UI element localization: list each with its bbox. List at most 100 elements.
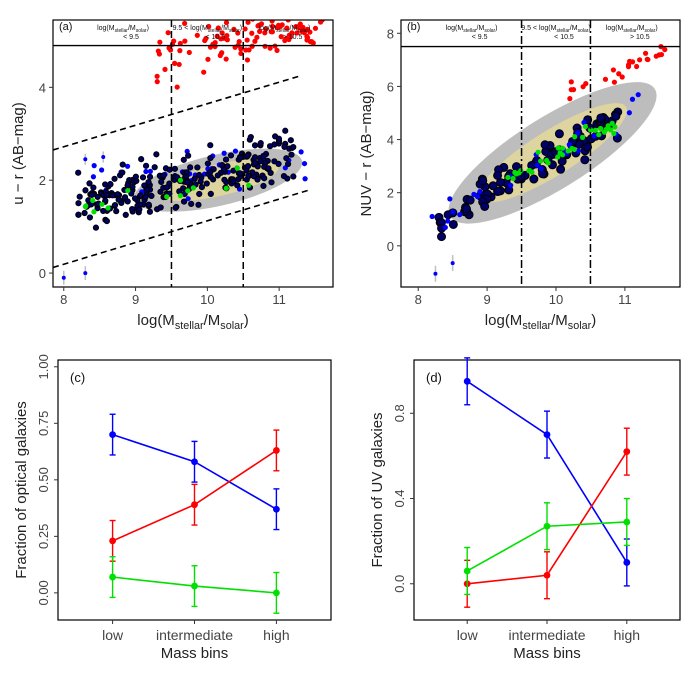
y-tick-label: 4	[39, 80, 46, 95]
point-navy	[204, 160, 211, 167]
point-red	[301, 30, 307, 36]
point-navy	[280, 172, 288, 180]
point-navy	[148, 192, 155, 200]
x-tick-label: 8	[415, 292, 422, 307]
point-green	[105, 205, 111, 211]
point-green	[587, 127, 594, 133]
point-green	[565, 148, 571, 154]
point-navy	[191, 175, 198, 182]
point-navy	[103, 218, 110, 225]
x-tick-label: 9	[483, 292, 490, 307]
point-navy	[172, 204, 179, 211]
x-axis-title: log(Mstellar/Msolar)	[137, 312, 248, 332]
y-tick-label: 2	[39, 173, 46, 188]
y-tick-label: 2	[387, 186, 394, 201]
point-red	[317, 20, 324, 25]
point-navy	[260, 153, 267, 160]
point-navy	[183, 169, 190, 176]
point-red	[177, 40, 183, 47]
point-navy	[146, 208, 154, 215]
point-navy	[287, 137, 294, 144]
point-navy	[158, 178, 165, 186]
bin-label-cond-2: > 10.5	[283, 34, 303, 41]
point-navy	[160, 172, 167, 179]
point-green	[177, 193, 184, 199]
point-green	[512, 169, 518, 176]
point-navy	[222, 156, 230, 163]
point-red	[616, 71, 622, 77]
point-red	[249, 30, 255, 36]
point-blue	[191, 458, 198, 466]
point-red	[162, 66, 168, 72]
point-blue	[477, 189, 483, 195]
y-tick-label: 0	[39, 266, 46, 281]
point-navy	[138, 156, 145, 163]
point-green	[109, 573, 116, 581]
x-axis-title: Mass bins	[513, 645, 581, 662]
panel-tag: (d)	[426, 370, 442, 385]
x-tick-label: 9	[132, 292, 139, 307]
point-navy	[478, 176, 488, 186]
point-red	[293, 23, 299, 30]
point-blue	[91, 163, 97, 169]
x-tick-label: 11	[272, 292, 286, 307]
point-navy	[180, 198, 188, 205]
point-red	[194, 32, 200, 38]
point-red	[619, 74, 625, 80]
y-tick-label: 0.0	[392, 575, 407, 593]
point-red	[182, 38, 188, 44]
point-red	[286, 36, 292, 43]
point-blue	[581, 119, 587, 126]
point-red	[223, 14, 228, 19]
point-navy	[265, 165, 272, 172]
point-green	[164, 194, 170, 200]
point-navy	[268, 179, 275, 186]
bin-label-1: 9.5 < log(Mstellar/Msolar)	[173, 25, 243, 34]
error-point	[83, 271, 88, 276]
point-navy	[538, 169, 548, 179]
point-navy	[145, 179, 152, 186]
point-navy	[283, 155, 290, 162]
point-blue	[445, 218, 451, 224]
point-navy	[153, 151, 160, 158]
point-green	[177, 177, 184, 183]
point-red	[258, 21, 265, 27]
point-red	[610, 67, 617, 73]
point-red	[286, 32, 292, 38]
point-red	[319, 11, 324, 16]
point-blue	[185, 196, 191, 202]
point-navy	[119, 161, 126, 168]
point-navy	[92, 224, 100, 231]
point-navy	[121, 194, 129, 201]
point-blue	[447, 196, 453, 202]
x-axis-title: log(Mstellar/Msolar)	[485, 312, 596, 332]
point-navy	[88, 191, 95, 199]
point-red	[269, 20, 275, 24]
point-navy	[76, 193, 83, 200]
point-green	[545, 160, 551, 166]
point-green	[538, 158, 544, 164]
point-green	[529, 169, 535, 175]
point-red	[167, 47, 174, 53]
point-red	[252, 38, 258, 44]
plot-frame	[400, 19, 681, 288]
point-blue	[273, 505, 280, 513]
point-navy	[114, 191, 121, 198]
point-blue	[442, 224, 448, 231]
point-red	[580, 84, 586, 90]
point-navy	[596, 113, 606, 123]
point-red	[202, 37, 208, 44]
point-navy	[207, 168, 214, 176]
bin-label-1: 9.5 < log(Mstellar/Msolar)	[521, 25, 591, 34]
point-navy	[282, 127, 289, 134]
point-green	[569, 145, 575, 152]
point-red	[238, 50, 244, 57]
error-point	[450, 261, 455, 266]
point-green	[99, 201, 105, 207]
y-tick-label: 0.25	[36, 524, 51, 549]
point-navy	[207, 155, 214, 162]
point-navy	[266, 143, 274, 150]
point-red	[219, 30, 225, 36]
point-green	[234, 165, 240, 171]
